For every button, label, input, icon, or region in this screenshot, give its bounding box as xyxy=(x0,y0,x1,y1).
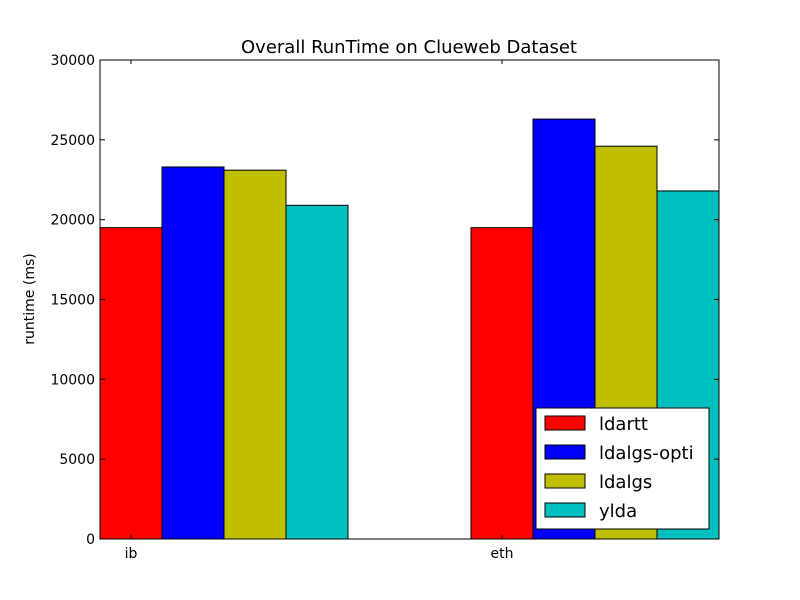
axes-frame xyxy=(99,59,720,540)
legend-label-ldalgs: ldalgs xyxy=(599,472,652,493)
legend-swatch-ylda xyxy=(544,502,586,518)
legend-swatch-ldartt xyxy=(544,415,586,431)
y-tick-label-5000: 5000 xyxy=(59,452,95,468)
plot-area: ib eth 0 5000 10000 15000 20000 25000 30000 xyxy=(50,53,720,562)
bar-ldalgs-ib xyxy=(223,169,287,540)
y-tick-label-0: 0 xyxy=(86,532,95,548)
legend-swatch-ldalgs xyxy=(544,473,586,489)
y-tick-label-20000: 20000 xyxy=(50,213,95,229)
bar-ldartt-eth xyxy=(470,227,534,540)
y-tick-label-10000: 10000 xyxy=(50,372,95,388)
y-tick-label-15000: 15000 xyxy=(50,293,95,309)
legend-label-ldalgs-opti: ldalgs-opti xyxy=(599,443,694,464)
y-tick-label-25000: 25000 xyxy=(50,133,95,149)
y-tick-label-30000: 30000 xyxy=(50,53,95,69)
bar-ldalgs-opti-ib xyxy=(161,166,225,540)
legend-swatch-ldalgs-opti xyxy=(544,444,586,460)
legend-label-ldartt: ldartt xyxy=(599,414,648,435)
legend-label-ylda: ylda xyxy=(599,501,637,522)
chart-title: Overall RunTime on Clueweb Dataset xyxy=(241,37,577,58)
y-axis-label: runtime (ms) xyxy=(22,253,38,344)
x-tick-label-ib: ib xyxy=(125,546,138,562)
bar-ldartt-ib xyxy=(99,227,163,540)
x-tick-label-eth: eth xyxy=(491,546,514,562)
legend: ldartt ldalgs-opti ldalgs ylda xyxy=(535,407,710,530)
bar-ylda-ib xyxy=(285,204,349,540)
